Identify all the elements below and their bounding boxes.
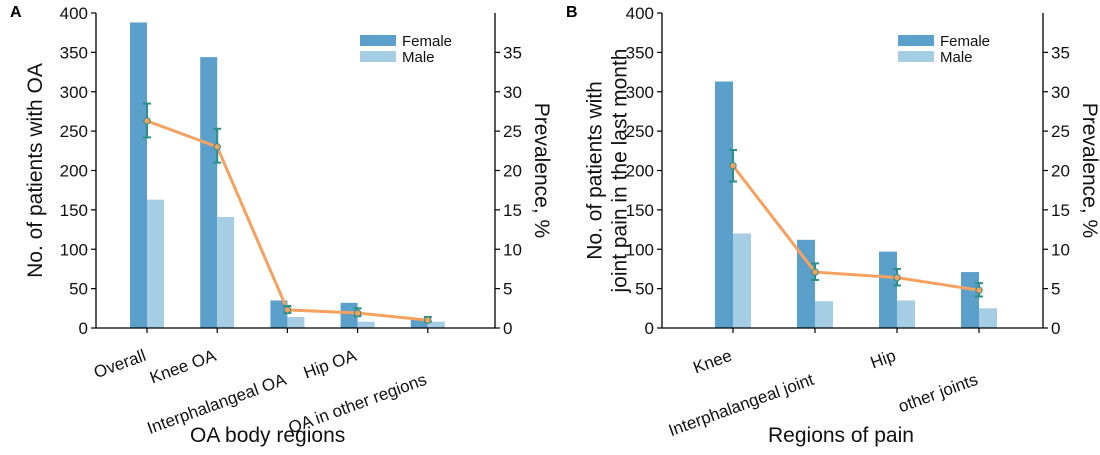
right-y-tick-label: 35 (1051, 43, 1070, 62)
right-y-tick-label: 25 (503, 122, 522, 141)
bar-female-3 (961, 272, 979, 328)
right-y-tick-label: 25 (1051, 122, 1070, 141)
panel-a-x-axis-title: OA body regions (190, 424, 345, 448)
left-y-tick-label: 400 (60, 4, 88, 23)
prevalence-line (147, 121, 428, 320)
right-y-tick-label: 15 (1051, 201, 1070, 220)
legend-label-female: Female (402, 33, 452, 50)
left-y-tick-label: 250 (60, 122, 88, 141)
prevalence-point (144, 118, 150, 124)
prevalence-point (214, 144, 220, 150)
right-y-axis-title: Prevalence, % (1078, 103, 1100, 238)
x-tick-label: Overall (91, 346, 148, 382)
left-y-tick-label: 50 (69, 280, 88, 299)
bar-male-1 (217, 217, 234, 328)
bar-male-3 (358, 322, 375, 328)
legend-swatch-female (360, 35, 396, 46)
prevalence-point (894, 274, 900, 280)
left-y-tick-label: 200 (60, 162, 88, 181)
left-y-axis-title: No. of patients with OA (24, 63, 47, 278)
bar-female-1 (200, 57, 217, 328)
left-y-tick-label: 100 (60, 240, 88, 259)
bar-female-0 (715, 82, 733, 328)
bar-male-3 (979, 308, 997, 328)
legend-label-female: Female (940, 33, 990, 50)
legend-label-male: Male (402, 49, 435, 66)
right-y-tick-label: 10 (1051, 240, 1070, 259)
left-y-axis-title-line: No. of patients with (584, 81, 607, 260)
panel-b-chart: 05010015020025030035040005101520253035Kn… (584, 4, 1100, 440)
bar-male-0 (147, 200, 164, 328)
left-y-tick-label: 300 (60, 83, 88, 102)
right-y-tick-label: 30 (503, 83, 522, 102)
x-tick-label: other joints (896, 370, 981, 416)
left-y-tick-label: 0 (79, 319, 88, 338)
prevalence-point (425, 317, 431, 323)
left-y-tick-label: 150 (60, 201, 88, 220)
panel-b-letter: B (566, 4, 578, 22)
panel-a-letter: A (10, 4, 22, 22)
legend-swatch-male (898, 51, 934, 62)
prevalence-line (733, 166, 979, 290)
left-y-tick-label: 50 (635, 280, 654, 299)
prevalence-point (284, 307, 290, 313)
bar-male-2 (897, 300, 915, 328)
panel-a-chart: 0 50 100 150 200 250 300 350 400 0 5 10 15 20 25 30 35 Ov… (24, 4, 553, 438)
bar-male-0 (733, 234, 751, 329)
right-y-tick-label: 20 (1051, 162, 1070, 181)
bar-male-1 (815, 301, 833, 328)
bar-male-2 (287, 317, 304, 328)
legend-swatch-male (360, 51, 396, 62)
bar-female-0 (130, 22, 147, 328)
x-tick-label: Knee (691, 346, 735, 377)
left-y-tick-label: 350 (60, 43, 88, 62)
right-y-axis-title: Prevalence, % (530, 103, 553, 238)
left-y-axis-title-line: joint pain in the last month (609, 49, 632, 294)
bar-female-2 (879, 252, 897, 328)
prevalence-point (354, 310, 360, 316)
prevalence-point (976, 287, 982, 293)
right-y-tick-label: 20 (503, 162, 522, 181)
panel-b-x-axis-title: Regions of pain (768, 424, 914, 448)
right-y-tick-label: 0 (503, 319, 512, 338)
legend-swatch-female (898, 35, 934, 46)
right-y-tick-label: 30 (1051, 83, 1070, 102)
right-y-tick-label: 0 (1051, 319, 1060, 338)
right-y-tick-label: 5 (503, 280, 512, 299)
left-y-tick-label: 0 (645, 319, 654, 338)
left-y-tick-label: 400 (626, 4, 654, 23)
x-tick-label: Hip (868, 346, 898, 373)
x-tick-label: Knee OA (147, 346, 219, 388)
right-y-tick-label: 5 (1051, 280, 1060, 299)
right-y-tick-label: 10 (503, 240, 522, 259)
prevalence-point (812, 269, 818, 275)
x-tick-label: Hip OA (301, 346, 360, 383)
legend-label-male: Male (940, 49, 973, 66)
right-y-tick-label: 35 (503, 43, 522, 62)
right-y-tick-label: 15 (503, 201, 522, 220)
prevalence-point (730, 163, 736, 169)
